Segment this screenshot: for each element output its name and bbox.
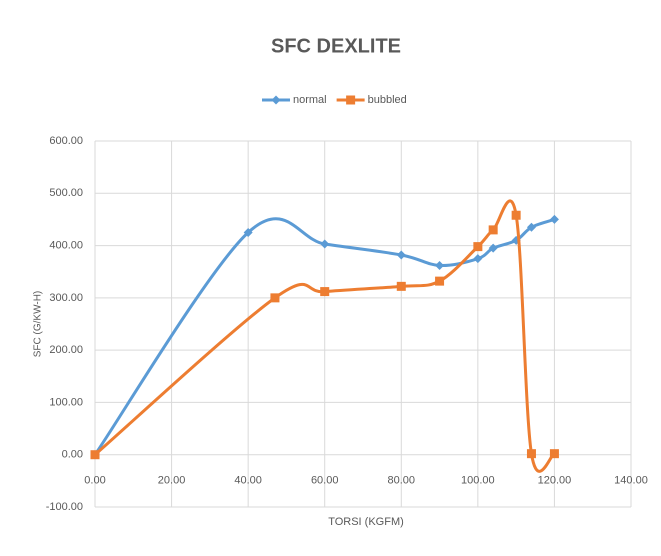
marker (526, 449, 536, 459)
legend-label: bubbled (368, 94, 407, 106)
legend-marker (271, 95, 281, 105)
x-tick-label: 80.00 (388, 475, 416, 487)
y-tick-label: 500.00 (49, 187, 83, 199)
y-tick-label: 300.00 (49, 292, 83, 304)
marker (488, 225, 498, 235)
chart-title: SFC DEXLITE (271, 35, 401, 57)
y-tick-label: 400.00 (49, 239, 83, 251)
marker (396, 281, 406, 291)
x-tick-label: 60.00 (311, 475, 339, 487)
legend-marker (346, 95, 356, 105)
x-tick-label: 120.00 (538, 475, 572, 487)
marker (320, 239, 330, 249)
x-tick-label: 140.00 (614, 475, 648, 487)
y-tick-label: -100.00 (46, 501, 83, 513)
marker (549, 449, 559, 459)
marker (435, 260, 445, 270)
marker (473, 242, 483, 252)
y-axis-label: SFC (G/KW-H) (33, 291, 44, 357)
y-tick-label: 200.00 (49, 344, 83, 356)
y-tick-label: 100.00 (49, 396, 83, 408)
marker (488, 243, 498, 253)
marker (396, 250, 406, 260)
marker (320, 287, 330, 297)
marker (526, 222, 536, 232)
marker (90, 450, 100, 460)
x-tick-label: 20.00 (158, 475, 186, 487)
marker (549, 214, 559, 224)
legend-label: normal (293, 94, 327, 106)
marker (270, 293, 280, 303)
x-tick-label: 40.00 (234, 475, 262, 487)
marker (435, 276, 445, 286)
x-tick-label: 0.00 (84, 475, 105, 487)
x-tick-label: 100.00 (461, 475, 495, 487)
y-tick-label: 0.00 (62, 449, 83, 461)
x-axis-label: TORSI (KGFM) (328, 516, 404, 528)
y-tick-label: 600.00 (49, 135, 83, 147)
marker (243, 228, 253, 237)
marker (511, 210, 521, 220)
marker (473, 254, 483, 264)
